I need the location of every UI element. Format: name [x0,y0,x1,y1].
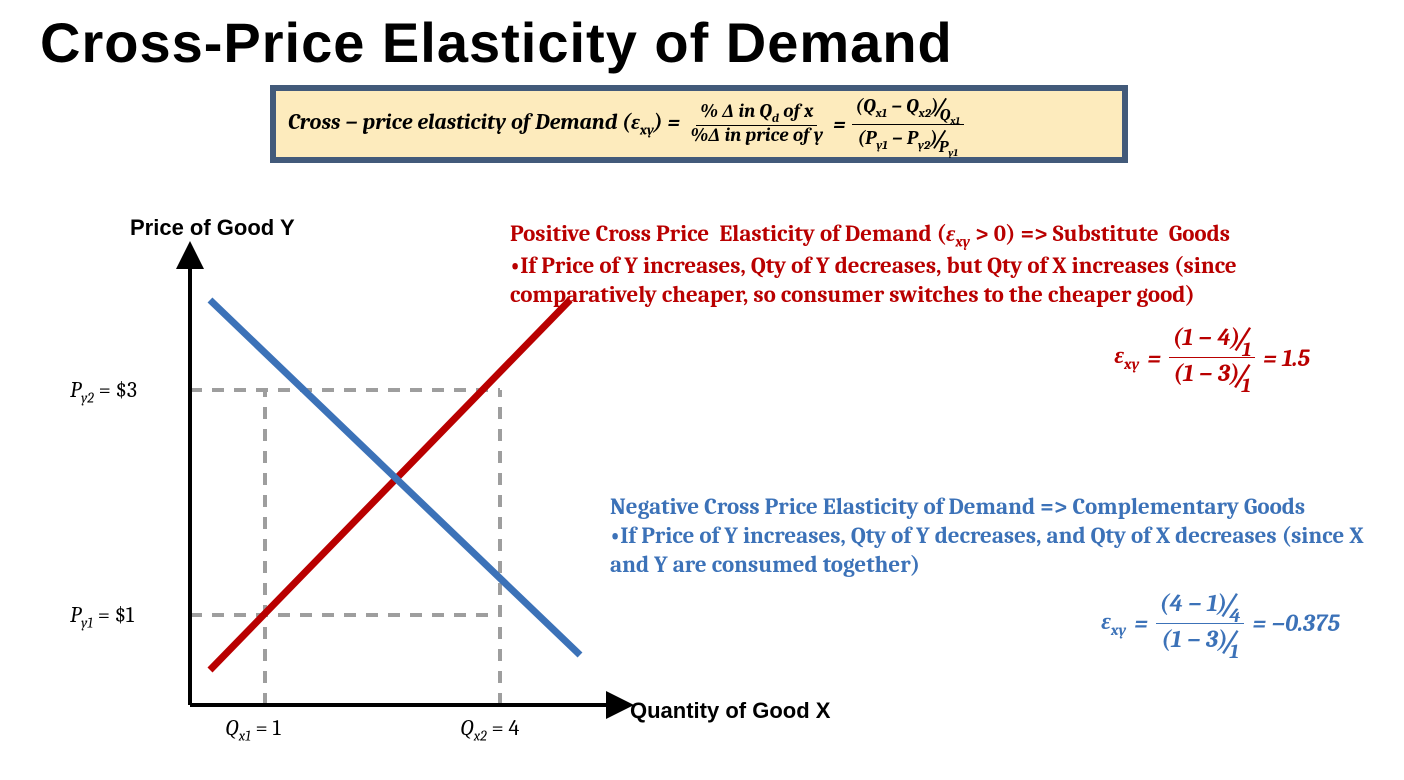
pos-top-div: 1 [1242,339,1251,362]
pos-bot-paren: (1 − 3) [1174,359,1240,387]
page-title: Cross-Price Elasticity of Demand [40,10,953,75]
positive-block: Positive Cross Price Elasticity of Deman… [510,220,1380,393]
neg-top-paren: (4 − 1) [1160,589,1227,617]
formula-box: Cross − price elasticity of Demand (εxy)… [270,85,1128,163]
qx2-label: Qx2 = 4 [460,715,519,744]
pos-top-paren: (1 − 4) [1173,323,1240,351]
grid-lines [190,390,500,705]
negative-bullet: •If Price of Y increases, Qty of Y decre… [610,522,1380,580]
negative-heading: Negative Cross Price Elasticity of Deman… [610,493,1380,522]
py2-label: Py2 = $3 [70,377,137,406]
py1-label: Py1 = $1 [70,602,134,631]
negative-equation: εxy = (4 − 1)⁄4 (1 − 3)⁄1 = −0.375 [610,588,1340,660]
x-axis-label: Quantity of Good X [630,698,830,724]
formula-frac1-bot: %Δ in price of y [686,126,827,146]
formula-q-sub: d [772,111,779,125]
epsilon-symbol: ε [631,109,640,135]
positive-equation: εxy = (1 − 4)⁄1 (1 − 3)⁄1 = 1.5 [510,322,1310,394]
formula-frac1: % Δ in Qd of x %Δ in price of y [686,102,827,147]
formula-lhs: Cross − price elasticity of Demand (εxy)… [288,109,680,138]
qx1-label: Qx1 = 1 [225,715,281,744]
explanations: Positive Cross Price Elasticity of Deman… [510,220,1380,659]
positive-heading: Positive Cross Price Elasticity of Deman… [510,220,1380,252]
epsilon-sub: xy [640,122,654,139]
formula-frac2: (Qx1 − Qx2)⁄Qx1 (Py1 − Py2)⁄Py1 [852,93,964,156]
neg-bot-paren: (1 − 3) [1162,625,1228,653]
pos-bot-div: 1 [1242,375,1251,398]
y-axis-label: Price of Good Y [130,215,295,241]
negative-block: Negative Cross Price Elasticity of Deman… [610,493,1380,659]
positive-bullet: •If Price of Y increases, Qty of Y decre… [510,252,1380,310]
neg-result: = −0.375 [1252,608,1340,638]
pos-result: = 1.5 [1263,343,1310,373]
formula-lhs-text: Cross − price elasticity of Demand [288,109,622,135]
neg-bot-div: 1 [1230,641,1239,664]
